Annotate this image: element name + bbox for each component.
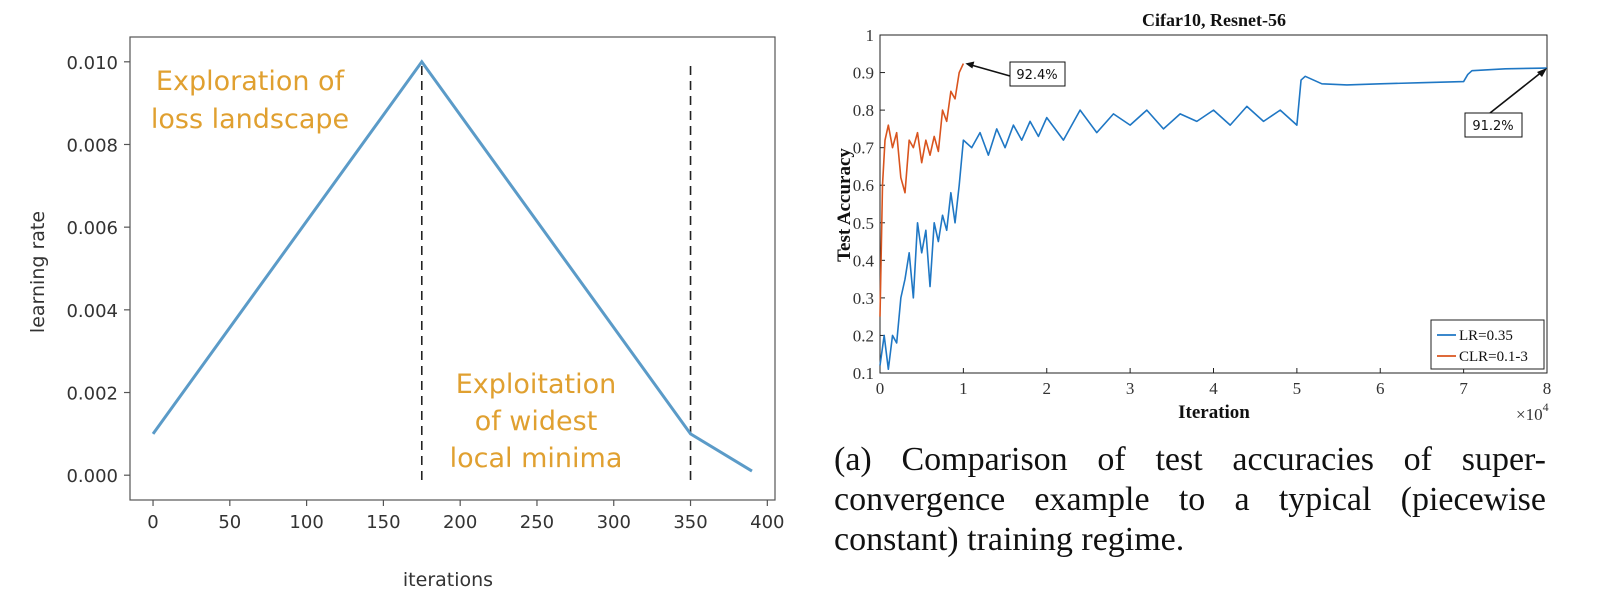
chart2-xtick-label: 8: [1543, 379, 1552, 398]
test-accuracy-chart: Cifar10, Resnet-56 0 1 2 3 4 5 6 7 8 0.1 0.2 0.3 0.4…: [834, 10, 1552, 424]
learning-rate-chart: 0 50 100 150 200 250 300 350 400 0.000 0.002 0.004 0…: [27, 36, 785, 591]
chart1-series: [151, 59, 753, 473]
chart1-xtick-label: 0: [147, 512, 158, 533]
chart2-annotation-box-2: [1464, 112, 1523, 138]
chart2-legend-box: [1430, 319, 1545, 370]
chart2-title: Cifar10, Resnet-56: [1142, 10, 1286, 30]
chart1-x-axis-label: iterations: [403, 569, 493, 591]
chart2-ytick-label: 0.1: [853, 364, 874, 383]
chart1-xtick-label: 400: [750, 512, 784, 533]
chart2-ytick-label: 0.6: [853, 176, 874, 195]
chart2-y-axis-label: Test Accuracy: [834, 148, 855, 262]
chart2-series-line-2: [879, 63, 965, 317]
chart2-ytick-label: 0.4: [853, 251, 875, 270]
figure-caption: (a) Comparison of test accuracies of sup…: [834, 441, 1546, 558]
chart1-axes: [129, 36, 776, 501]
chart1-ytick-label: 0.004: [66, 301, 118, 322]
chart1-series-line: [151, 59, 753, 473]
chart1-ytick-label: 0.000: [66, 466, 118, 487]
chart1-annotation-line: loss landscape: [151, 104, 349, 135]
chart1-frame: [129, 36, 776, 501]
chart2-annotation-label-2: 91.2%: [1472, 119, 1513, 134]
chart2-xtick-label: 4: [1209, 379, 1218, 398]
chart2-xtick-label: 5: [1293, 379, 1302, 398]
chart1-xtick-label: 350: [673, 512, 707, 533]
chart2-annotation-arrowhead-1: [965, 61, 975, 69]
chart1-xtick-label: 150: [366, 512, 400, 533]
chart1-xtick-label: 100: [289, 512, 323, 533]
chart1-xtick-label: 250: [520, 512, 554, 533]
chart2-x-multiplier-exp: 4: [1543, 400, 1549, 414]
chart2-xtick-label: 0: [876, 379, 885, 398]
chart2-xtick-label: 6: [1376, 379, 1385, 398]
chart1-xtick-label: 300: [597, 512, 631, 533]
chart2-ytick-label: 0.5: [853, 214, 874, 233]
chart1-ytick-label: 0.008: [66, 135, 118, 156]
chart2-x-axis-label: Iteration: [1178, 402, 1250, 423]
chart1-annotation-line: Exploitation: [456, 369, 617, 400]
chart2-ytick-label: 0.9: [853, 64, 874, 83]
chart1-annotation-line: of widest: [475, 406, 598, 437]
chart2-x-multiplier-base: ×10: [1516, 405, 1543, 424]
chart2-legend: LR=0.35 CLR=0.1-3: [1430, 319, 1545, 370]
chart1-annotation-exploration: Exploration of loss landscape: [151, 66, 349, 135]
chart1-annotation-line: Exploration of: [156, 66, 346, 97]
chart2-ticks: 0 1 2 3 4 5 6 7 8 0.1 0.2 0.3 0.4 0.5 0.6 0.7 0.8 0.9 1: [853, 26, 1552, 398]
chart2-ytick-label: 0.8: [853, 101, 874, 120]
chart2-x-multiplier: ×104: [1516, 400, 1549, 424]
chart1-vlines: [420, 65, 692, 484]
chart1-xtick-label: 200: [443, 512, 477, 533]
chart2-series: [879, 63, 1548, 371]
chart1-annotation-exploitation: Exploitation of widest local minima: [450, 369, 623, 474]
chart2-legend-label: CLR=0.1-3: [1459, 349, 1528, 365]
chart2-xtick-label: 2: [1043, 379, 1052, 398]
chart1-annotation-line: local minima: [450, 443, 623, 474]
chart2-annotation-arrow-2: [1489, 70, 1544, 114]
chart2-xtick-label: 7: [1459, 379, 1468, 398]
chart2-xtick-label: 3: [1126, 379, 1135, 398]
chart2-xtick-label: 1: [959, 379, 968, 398]
chart2-annotation-box-1: [1009, 61, 1066, 87]
chart1-ytick-label: 0.002: [66, 384, 118, 405]
chart2-legend-label: LR=0.35: [1459, 328, 1513, 344]
chart2-series-line-1: [879, 67, 1548, 371]
chart2-ytick-label: 0.3: [853, 289, 874, 308]
chart2-ytick-label: 0.7: [853, 139, 875, 158]
chart2-annotation-label-1: 92.4%: [1016, 68, 1057, 83]
chart2-annotation-arrowhead-2: [1537, 68, 1547, 78]
chart2-ytick-label: 0.2: [853, 326, 874, 345]
chart1-ticks: 0 50 100 150 200 250 300 350 400 0.000 0.002 0.004 0…: [66, 53, 784, 533]
chart1-y-axis-label: learning rate: [27, 211, 49, 333]
chart1-annotations: Exploration of loss landscape Exploitation…: [151, 66, 623, 474]
chart1-xtick-label: 50: [218, 512, 241, 533]
chart1-ytick-label: 0.010: [66, 53, 118, 74]
chart1-ytick-label: 0.006: [66, 218, 118, 239]
chart2-annotation-arrow-1: [969, 63, 1011, 77]
chart2-ytick-label: 1: [866, 26, 875, 45]
chart2-annotations: 92.4% 91.2%: [965, 61, 1547, 138]
